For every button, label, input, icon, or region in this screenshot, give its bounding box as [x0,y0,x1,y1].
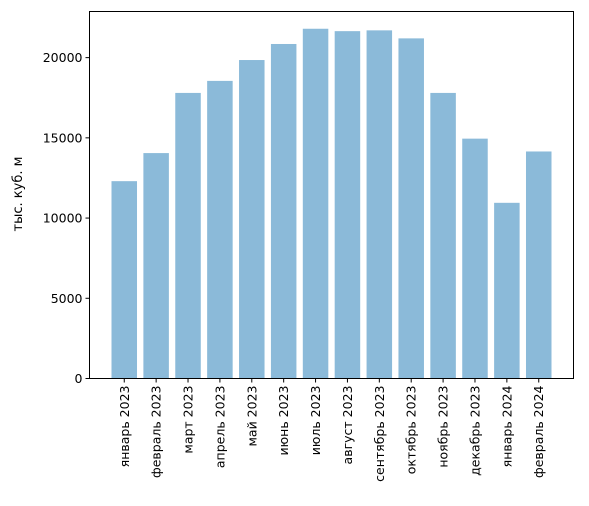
bar-8 [334,31,361,379]
x-tick-label: январь 2024 [499,385,514,467]
y-tick-label: 15000 [43,130,83,145]
y-tick-label: 10000 [43,211,83,226]
x-axis-ticks: январь 2023 февраль 2023 март 2023 апрель 2… [117,378,546,482]
x-tick-label: апрель 2023 [212,386,227,469]
bar-12 [462,138,488,379]
bar-4 [207,80,233,379]
bar-3 [175,92,201,379]
x-tick-label: январь 2023 [117,386,132,468]
bar-2 [143,153,169,379]
x-tick-label: март 2023 [181,386,196,454]
bar-14 [525,151,552,379]
y-tick-label: 0 [75,371,83,386]
bar-9 [366,30,393,379]
x-tick-label: май 2023 [244,386,259,447]
y-axis-title: тыс. куб. м [11,157,26,232]
x-tick-label: февраль 2023 [149,386,164,478]
x-tick-label: ноябрь 2023 [436,386,451,468]
x-tick-label: июль 2023 [308,386,323,456]
bar-10 [398,38,424,379]
x-tick-label: октябрь 2023 [404,386,419,475]
x-tick-label: декабрь 2023 [467,386,482,476]
bar-13 [494,202,520,379]
x-tick-label: июнь 2023 [276,386,291,456]
y-tick-label: 20000 [43,50,83,65]
y-axis-ticks: 0 5000 10000 15000 20000 [43,50,90,386]
bar-1 [111,181,138,379]
bar-11 [430,92,456,379]
x-tick-label: сентябрь 2023 [372,386,387,482]
bar-6 [270,43,297,379]
y-tick-label: 5000 [51,291,83,306]
bars-group [111,28,552,379]
bar-5 [239,60,265,379]
plot-frame [89,11,574,379]
x-tick-label: август 2023 [340,386,355,465]
bar-7 [302,28,329,379]
x-tick-label: февраль 2024 [531,385,546,478]
